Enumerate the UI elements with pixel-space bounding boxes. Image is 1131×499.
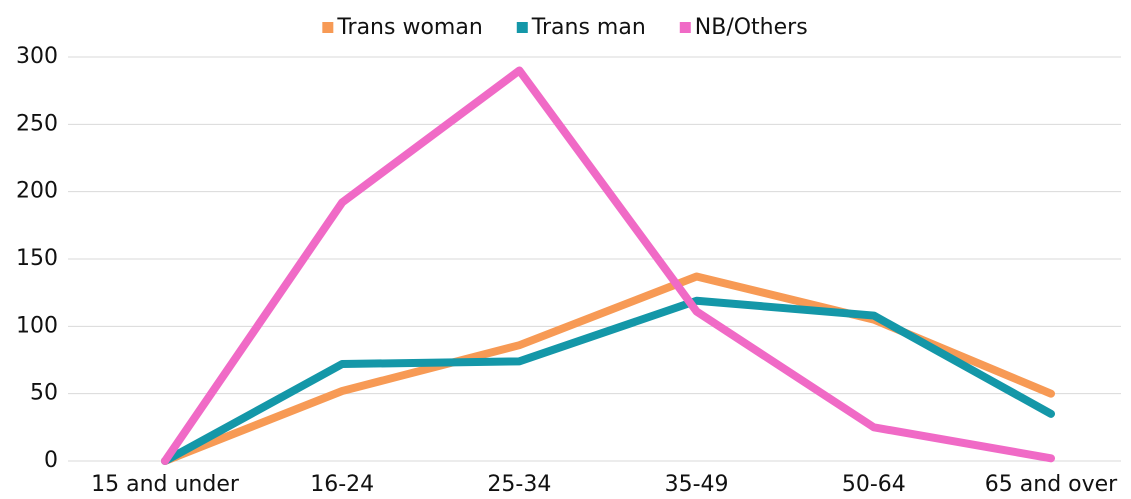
legend-label: Trans woman (336, 15, 482, 40)
x-tick-label: 25-34 (487, 472, 551, 495)
x-tick-label: 16-24 (310, 472, 374, 495)
legend-label: Trans man (531, 15, 646, 40)
y-tick-label: 100 (16, 313, 58, 338)
y-tick-label: 250 (16, 111, 58, 136)
series-line (161, 296, 1055, 465)
x-tick-label: 65 and over (985, 472, 1118, 495)
x-tick-label: 35-49 (665, 472, 729, 495)
y-tick-label: 150 (16, 246, 58, 271)
legend-label: NB/Others (695, 15, 808, 40)
y-tick-label: 50 (30, 381, 58, 406)
y-tick-label: 300 (16, 44, 58, 69)
y-tick-label: 200 (16, 179, 58, 204)
x-tick-label: 15 and under (91, 472, 240, 495)
x-tick-label: 50-64 (842, 472, 906, 495)
series-line (161, 66, 1055, 465)
legend-swatch (679, 22, 691, 33)
legend-swatch (516, 22, 528, 33)
legend-swatch (322, 22, 334, 33)
y-tick-label: 0 (44, 448, 58, 473)
